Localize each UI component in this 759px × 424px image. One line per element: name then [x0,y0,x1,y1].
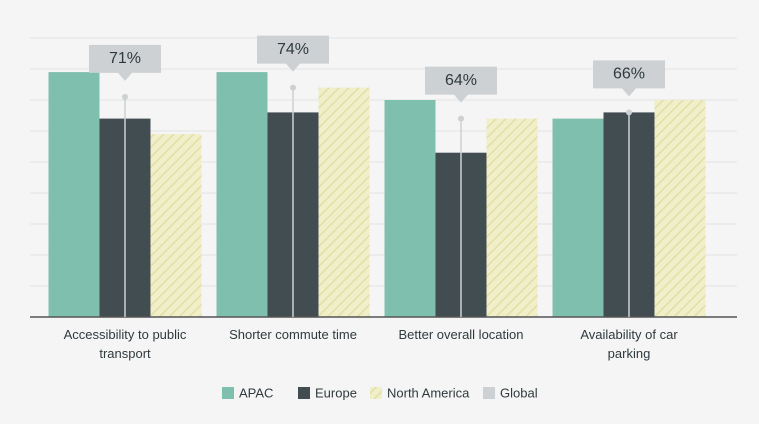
global-marker: 66% [593,60,665,317]
bar [654,100,706,317]
callout-label: 74% [277,41,309,58]
global-dot [290,84,296,91]
legend-label: North America [387,385,470,400]
x-tick-label: Shorter commute time [229,327,357,342]
legend-label: Europe [315,385,357,400]
callout [257,35,329,72]
legend-label: APAC [239,385,273,400]
bar [318,87,370,317]
bar [486,118,538,317]
global-marker: 64% [425,66,497,317]
callout-label: 64% [445,72,477,89]
global-marker: 71% [89,44,161,317]
x-tick-label: Accessibility to public transport [63,327,187,361]
bar [384,100,436,317]
bar [150,134,202,317]
x-tick-label: Better overall location [398,327,524,342]
callout [425,66,497,103]
legend-swatch [222,387,234,399]
bar [216,72,268,317]
global-dot [458,115,464,122]
global-dot [122,93,128,100]
bar [48,72,100,317]
callout [593,60,665,97]
x-tick-label: Availability of car parking [580,327,678,361]
callout-label: 66% [613,66,645,83]
global-marker: 74% [257,35,329,317]
callout [89,44,161,81]
legend-swatch [483,387,495,399]
legend-label: Global [500,385,538,400]
legend-swatch [370,387,382,399]
legend-swatch [298,387,310,399]
global-dot [626,109,632,116]
bar [552,118,604,317]
callout-label: 71% [109,50,141,67]
